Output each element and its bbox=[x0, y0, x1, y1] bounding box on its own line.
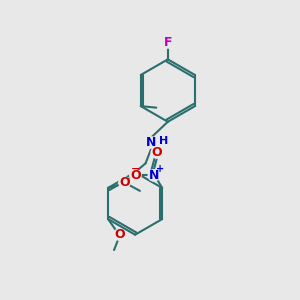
Circle shape bbox=[130, 170, 141, 181]
Text: O: O bbox=[119, 176, 130, 189]
Circle shape bbox=[162, 37, 173, 48]
Text: O: O bbox=[130, 169, 141, 182]
Text: H: H bbox=[159, 136, 169, 146]
Circle shape bbox=[146, 137, 157, 148]
Circle shape bbox=[119, 177, 130, 188]
Text: F: F bbox=[164, 36, 172, 49]
Circle shape bbox=[151, 147, 163, 158]
Text: O: O bbox=[114, 228, 125, 241]
Text: −: − bbox=[131, 164, 140, 174]
Text: N: N bbox=[146, 136, 157, 149]
Circle shape bbox=[114, 229, 125, 240]
Text: N: N bbox=[149, 169, 159, 182]
Circle shape bbox=[148, 170, 160, 181]
Text: O: O bbox=[152, 146, 162, 159]
Text: +: + bbox=[156, 164, 164, 174]
